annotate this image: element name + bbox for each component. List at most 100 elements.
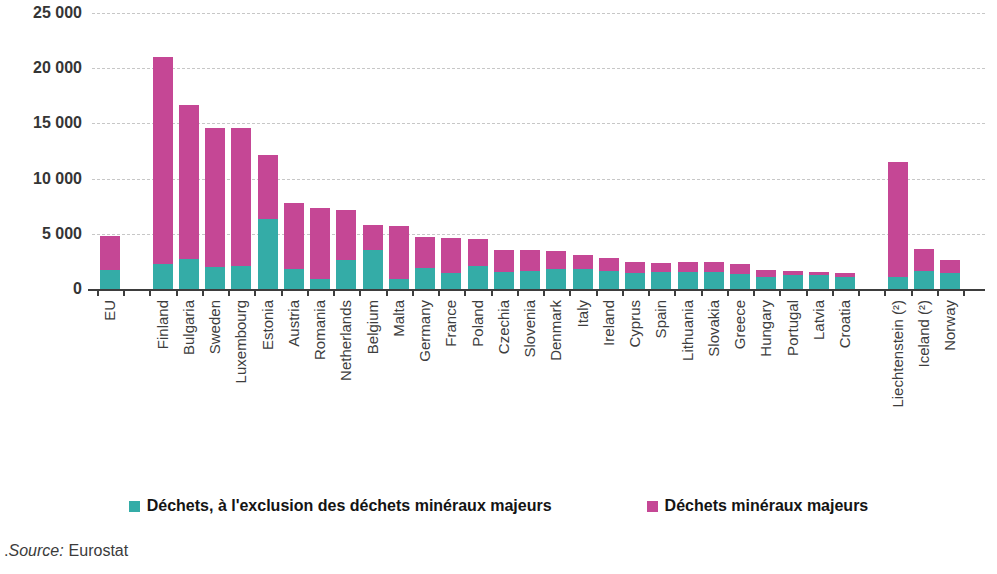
x-axis-label-eu: EU [100, 300, 120, 470]
x-axis-label-germany: Germany [415, 300, 435, 470]
x-axis-label-slovenia: Slovenia [520, 300, 540, 470]
bar-segment-mineral-romania [310, 208, 330, 279]
bar-segment-non-mineral-luxembourg [231, 266, 251, 289]
gridline [92, 179, 985, 180]
x-axis-tick [281, 291, 283, 296]
bar-segment-mineral-belgium [363, 225, 383, 251]
bar-segment-mineral-malta [389, 226, 409, 278]
x-axis-label-czechia: Czechia [494, 300, 514, 470]
x-axis-tick [386, 291, 388, 296]
bar-segment-mineral-greece [730, 264, 750, 274]
x-axis-label-luxembourg: Luxembourg [231, 300, 251, 470]
x-axis-tick [543, 291, 545, 296]
bar-segment-non-mineral-lithuania [678, 272, 698, 289]
bar-segment-mineral-slovakia [704, 262, 724, 272]
teal-swatch-icon [129, 501, 140, 512]
bar-segment-non-mineral-finland [153, 264, 173, 289]
bar-segment-mineral-norway [940, 260, 960, 272]
bar-segment-non-mineral-eu [100, 270, 120, 289]
x-axis-label-portugal: Portugal [783, 300, 803, 470]
x-axis-label-slovakia: Slovakia [704, 300, 724, 470]
bar-segment-non-mineral-czechia [494, 272, 514, 289]
x-axis-label-liechtenstein: Liechtenstein (²) [888, 300, 908, 470]
x-axis-tick [149, 291, 151, 296]
x-axis-tick [517, 291, 519, 296]
bar-segment-mineral-germany [415, 237, 435, 268]
x-axis-label-spain: Spain [651, 300, 671, 470]
bar-segment-non-mineral-germany [415, 268, 435, 289]
x-axis-label-malta: Malta [389, 300, 409, 470]
x-axis-line [88, 289, 985, 291]
bar-segment-mineral-eu [100, 236, 120, 270]
x-axis-tick [97, 291, 99, 296]
bar-segment-mineral-slovenia [520, 250, 540, 271]
bar-segment-non-mineral-italy [573, 269, 593, 289]
bar-segment-mineral-estonia [258, 155, 278, 219]
bar-segment-non-mineral-belgium [363, 250, 383, 289]
x-axis-tick [622, 291, 624, 296]
x-axis-label-estonia: Estonia [258, 300, 278, 470]
x-axis-tick [333, 291, 335, 296]
x-axis-tick [701, 291, 703, 296]
x-axis-tick [438, 291, 440, 296]
source-line: .Source:Eurostat [4, 542, 128, 560]
x-axis-label-netherlands: Netherlands [336, 300, 356, 470]
y-axis-tick-label: 15 000 [0, 114, 82, 132]
y-axis-tick-label: 0 [0, 280, 82, 298]
bar-segment-mineral-italy [573, 255, 593, 268]
source-value: Eurostat [69, 542, 129, 559]
bar-segment-mineral-lithuania [678, 262, 698, 272]
legend-label-mineral: Déchets minéraux majeurs [665, 497, 869, 515]
x-axis-tick [254, 291, 256, 296]
bar-segment-mineral-finland [153, 57, 173, 263]
gridline [92, 68, 985, 69]
y-axis-tick-label: 10 000 [0, 170, 82, 188]
x-axis-tick [806, 291, 808, 296]
bar-segment-non-mineral-sweden [205, 267, 225, 289]
bar-segment-mineral-bulgaria [179, 105, 199, 260]
bar-segment-non-mineral-estonia [258, 219, 278, 289]
x-axis-label-croatia: Croatia [835, 300, 855, 470]
bar-segment-non-mineral-slovakia [704, 272, 724, 289]
x-axis-label-poland: Poland [468, 300, 488, 470]
bar-segment-non-mineral-portugal [783, 275, 803, 289]
bar-segment-non-mineral-austria [284, 269, 304, 289]
bar-segment-non-mineral-liechtenstein [888, 277, 908, 289]
gridline [92, 13, 985, 14]
x-axis-tick [911, 291, 913, 296]
bar-segment-mineral-poland [468, 239, 488, 265]
plot-area [92, 8, 985, 289]
bar-segment-mineral-france [441, 238, 461, 273]
bar-segment-non-mineral-spain [651, 272, 671, 289]
x-axis-label-norway: Norway [940, 300, 960, 470]
gridline [92, 234, 985, 235]
x-axis-label-romania: Romania [310, 300, 330, 470]
x-axis-tick [674, 291, 676, 296]
legend-label-non-mineral: Déchets, à l'exclusion des déchets minér… [147, 497, 552, 515]
x-axis-tick [412, 291, 414, 296]
x-axis-label-italy: Italy [573, 300, 593, 470]
bar-segment-non-mineral-cyprus [625, 273, 645, 289]
x-axis-label-denmark: Denmark [546, 300, 566, 470]
bar-segment-mineral-hungary [756, 270, 776, 278]
x-axis-tick [569, 291, 571, 296]
gridline [92, 123, 985, 124]
x-axis-label-cyprus: Cyprus [625, 300, 645, 470]
x-axis-label-ireland: Ireland [599, 300, 619, 470]
bar-segment-mineral-denmark [546, 251, 566, 269]
bar-segment-non-mineral-poland [468, 266, 488, 289]
bar-segment-non-mineral-hungary [756, 277, 776, 289]
bar-segment-non-mineral-ireland [599, 271, 619, 289]
x-axis-tick [753, 291, 755, 296]
waste-generation-chart: Déchets, à l'exclusion des déchets minér… [0, 0, 997, 574]
x-axis-label-iceland: Iceland (²) [914, 300, 934, 470]
legend: Déchets, à l'exclusion des déchets minér… [0, 497, 997, 515]
bar-segment-non-mineral-romania [310, 279, 330, 289]
bar-segment-non-mineral-netherlands [336, 260, 356, 289]
bar-segment-mineral-latvia [809, 272, 829, 275]
x-axis-tick [884, 291, 886, 296]
bar-segment-mineral-austria [284, 203, 304, 269]
x-axis-tick [123, 291, 125, 296]
bar-segment-mineral-portugal [783, 271, 803, 275]
x-axis-label-france: France [441, 300, 461, 470]
